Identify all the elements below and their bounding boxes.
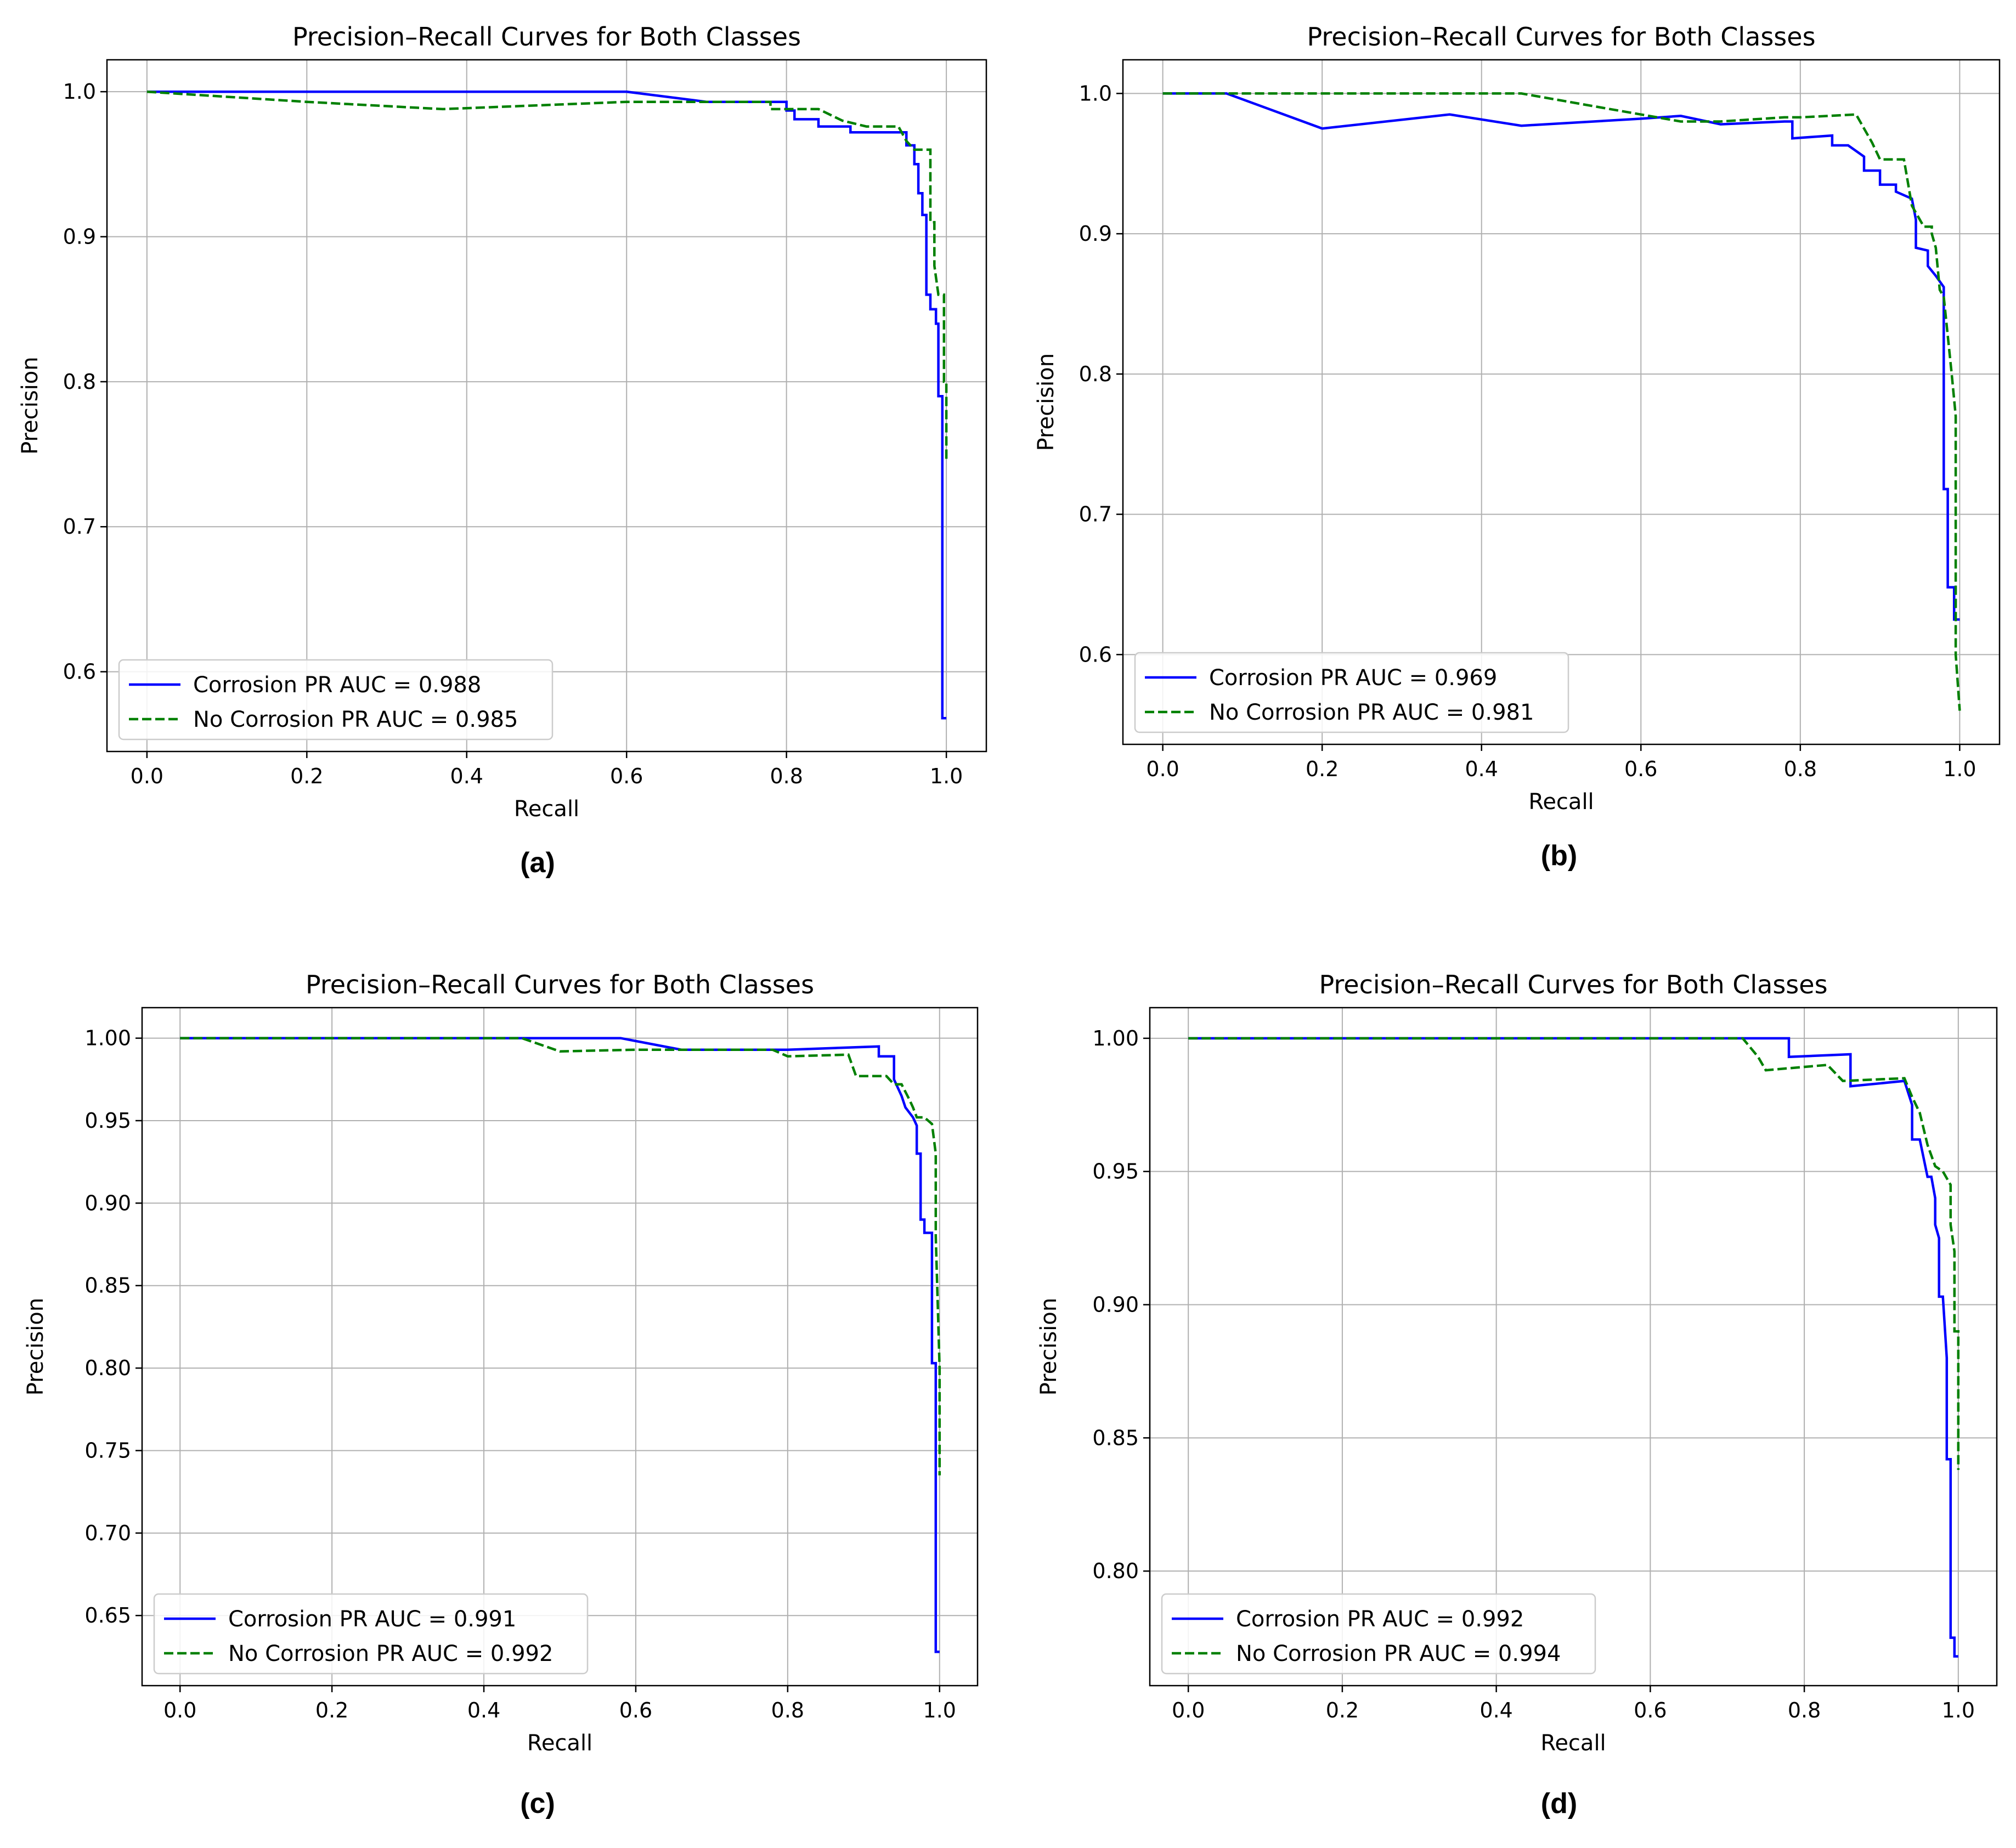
panel-label: (a): [520, 847, 555, 879]
series-line-corrosion: [146, 90, 947, 720]
chart-title: Precision–Recall Curves for Both Classes: [306, 970, 814, 999]
y-tick-label: 0.7: [1079, 502, 1112, 527]
plot-frame: [1122, 59, 2001, 745]
chart-panel-c: 0.0 0.2 0.4 0.6 0.8 1.0 0.65 0.70 0.75 0.80 0.85 0.…: [23, 970, 979, 1819]
y-tick-label: 1.00: [1092, 1026, 1139, 1050]
series-line-no-corrosion: [1162, 92, 1961, 711]
y-tick-label: 0.9: [63, 225, 96, 249]
chart-panel-d: 0.0 0.2 0.4 0.6 0.8 1.0 0.80 0.85 0.90 0.95 1.00 Pr…: [1036, 970, 1998, 1819]
series-line-corrosion: [1162, 92, 1960, 621]
legend-box: [1134, 652, 1569, 733]
series-line-corrosion: [1188, 1037, 1958, 1658]
legend-label-no-corrosion: No Corrosion PR AUC = 0.981: [1209, 700, 1534, 725]
y-tick-label: 0.80: [1092, 1559, 1139, 1583]
x-tick-label: 0.8: [771, 1698, 804, 1722]
x-tick-label: 0.2: [290, 764, 323, 788]
panel-label: (c): [520, 1788, 555, 1819]
legend: Corrosion PR AUC = 0.988 No Corrosion PR …: [118, 659, 554, 741]
legend: Corrosion PR AUC = 0.991 No Corrosion PR …: [153, 1593, 589, 1675]
legend-box: [153, 1593, 589, 1675]
x-tick-label: 0.0: [1172, 1698, 1205, 1722]
panel-label: (d): [1541, 1788, 1577, 1819]
y-tick-label: 0.80: [84, 1356, 131, 1380]
chart-title: Precision–Recall Curves for Both Classes: [1319, 970, 1827, 999]
y-tick-label: 0.90: [84, 1191, 131, 1215]
y-tick-label: 0.7: [63, 515, 96, 539]
y-tick-label: 1.0: [1079, 81, 1112, 105]
series-line-no-corrosion: [1188, 1037, 1960, 1470]
x-tick-label: 0.4: [1465, 757, 1498, 781]
y-axis-label: Precision: [18, 357, 43, 454]
y-tick-label: 0.90: [1092, 1293, 1139, 1317]
x-tick-label: 0.0: [1146, 757, 1179, 781]
x-tick-label: 1.0: [1942, 1698, 1975, 1722]
y-tick-label: 0.95: [84, 1109, 131, 1133]
y-tick-label: 0.6: [63, 660, 96, 684]
legend-label-corrosion: Corrosion PR AUC = 0.969: [1209, 665, 1497, 691]
x-tick-label: 0.8: [770, 764, 803, 788]
x-tick-label: 0.6: [610, 764, 643, 788]
chart-panel-a: 0.0 0.2 0.4 0.6 0.8 1.0 0.6 0.7 0.8 0.9 1.0 Precisi…: [18, 22, 987, 879]
x-tick-label: 1.0: [923, 1698, 956, 1722]
x-tick-label: 0.0: [163, 1698, 196, 1722]
x-tick-label: 0.0: [131, 764, 163, 788]
series-line-corrosion: [180, 1037, 940, 1653]
legend-label-no-corrosion: No Corrosion PR AUC = 0.985: [193, 707, 518, 732]
y-tick-label: 0.85: [1092, 1426, 1139, 1450]
x-axis-label: Recall: [527, 1731, 592, 1756]
y-tick-label: 1.0: [63, 80, 96, 104]
y-tick-label: 0.8: [1079, 362, 1112, 386]
y-axis-label: Precision: [1034, 353, 1059, 451]
x-tick-label: 0.8: [1788, 1698, 1821, 1722]
x-tick-label: 0.6: [619, 1698, 652, 1722]
series-line-no-corrosion: [146, 90, 948, 462]
x-tick-label: 0.2: [1326, 1698, 1359, 1722]
x-axis-label: Recall: [514, 796, 579, 822]
series-line-no-corrosion: [180, 1037, 941, 1476]
y-tick-label: 0.8: [63, 370, 96, 394]
x-tick-label: 1.0: [1943, 757, 1976, 781]
panel-label: (b): [1541, 840, 1577, 872]
x-tick-label: 0.6: [1634, 1698, 1667, 1722]
plot-frame: [141, 1007, 979, 1687]
legend-box: [118, 659, 554, 741]
legend: Corrosion PR AUC = 0.969 No Corrosion PR …: [1134, 652, 1569, 733]
y-tick-label: 0.85: [84, 1274, 131, 1298]
legend-label-no-corrosion: No Corrosion PR AUC = 0.992: [228, 1641, 553, 1666]
chart-title: Precision–Recall Curves for Both Classes: [292, 22, 801, 52]
plot-frame: [1149, 1007, 1998, 1687]
y-tick-label: 0.70: [84, 1521, 131, 1545]
x-tick-label: 0.2: [1306, 757, 1339, 781]
x-tick-label: 0.4: [467, 1698, 500, 1722]
y-axis-label: Precision: [23, 1298, 48, 1395]
y-tick-label: 0.6: [1079, 642, 1112, 666]
legend-label-no-corrosion: No Corrosion PR AUC = 0.994: [1236, 1641, 1561, 1666]
x-tick-label: 0.4: [450, 764, 483, 788]
plot-frame: [106, 59, 987, 753]
y-tick-label: 0.95: [1092, 1160, 1139, 1184]
legend-box: [1161, 1593, 1596, 1675]
legend: Corrosion PR AUC = 0.992 No Corrosion PR …: [1161, 1593, 1596, 1675]
x-tick-label: 0.8: [1784, 757, 1817, 781]
x-tick-label: 0.6: [1624, 757, 1657, 781]
legend-label-corrosion: Corrosion PR AUC = 0.991: [228, 1607, 516, 1632]
y-tick-label: 1.00: [84, 1026, 131, 1050]
x-tick-label: 0.4: [1479, 1698, 1512, 1722]
legend-label-corrosion: Corrosion PR AUC = 0.992: [1236, 1607, 1524, 1632]
y-tick-label: 0.65: [84, 1603, 131, 1627]
y-axis-label: Precision: [1036, 1298, 1061, 1395]
y-tick-label: 0.9: [1079, 222, 1112, 246]
x-tick-label: 0.2: [315, 1698, 348, 1722]
x-tick-label: 1.0: [930, 764, 963, 788]
y-tick-label: 0.75: [84, 1438, 131, 1462]
legend-label-corrosion: Corrosion PR AUC = 0.988: [193, 672, 481, 698]
chart-title: Precision–Recall Curves for Both Classes: [1307, 22, 1815, 52]
x-axis-label: Recall: [1528, 789, 1594, 815]
x-axis-label: Recall: [1540, 1731, 1606, 1756]
chart-panel-b: 0.0 0.2 0.4 0.6 0.8 1.0 0.6 0.7 0.8 0.9 1.0 Precisi…: [1034, 22, 2001, 872]
